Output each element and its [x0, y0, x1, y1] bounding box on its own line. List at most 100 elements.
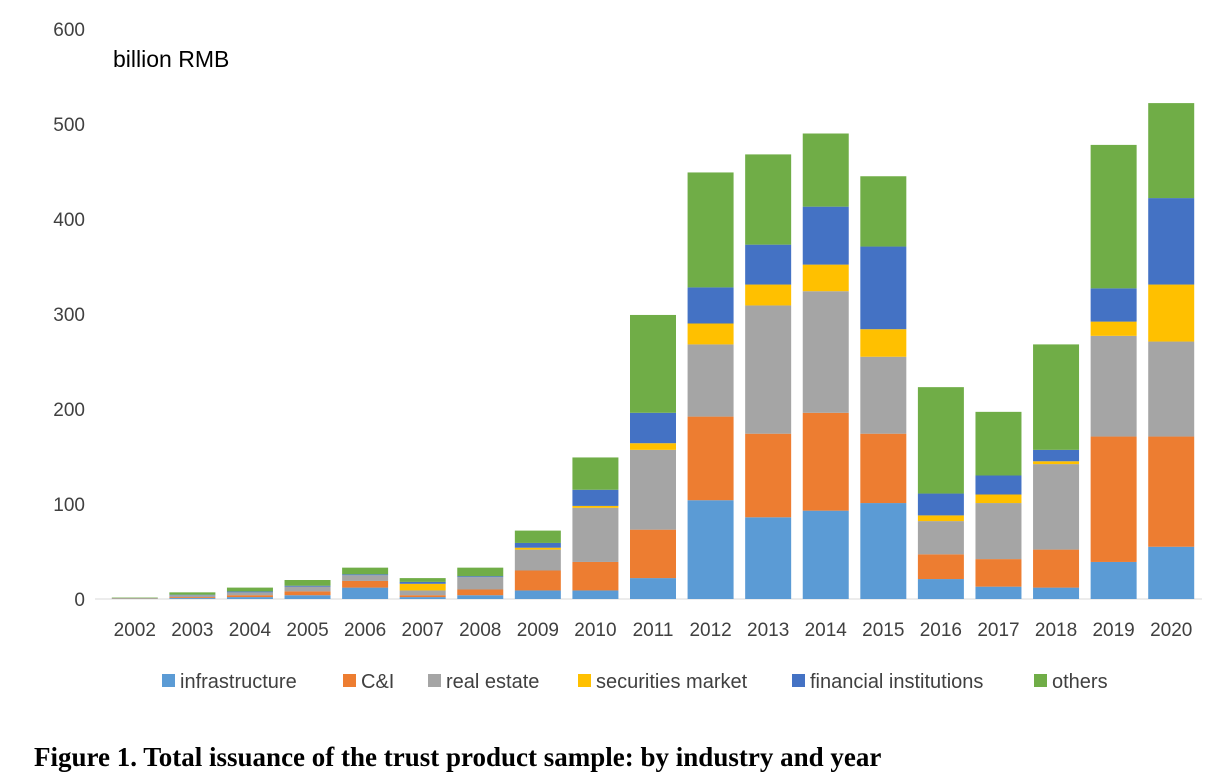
- legend-swatch: [792, 674, 805, 687]
- bar-segment-real-estate-2011: [630, 449, 676, 530]
- x-tick-label: 2019: [1092, 620, 1134, 641]
- x-tick-label: 2016: [920, 620, 962, 641]
- bar-segment-securities-market-2017: [975, 494, 1022, 504]
- bar-segment-financial-institutions-2012: [687, 287, 734, 324]
- bar-segment-c-i-2006: [342, 580, 389, 588]
- bar-segment-others-2003: [169, 592, 216, 595]
- bar-segment-securities-market-2012: [687, 323, 734, 345]
- bar-segment-others-2014: [802, 133, 849, 207]
- bar-segment-financial-institutions-2005: [284, 585, 331, 587]
- bar-segment-financial-institutions-2017: [975, 475, 1022, 495]
- bar-segment-real-estate-2012: [687, 344, 734, 417]
- bars-group: [111, 103, 1195, 599]
- bar-segment-real-estate-2006: [342, 575, 389, 581]
- legend: infrastructure C&I real estate securities m…: [162, 671, 1108, 693]
- bar-segment-financial-institutions-2014: [802, 206, 849, 265]
- bar-segment-infrastructure-2020: [1148, 546, 1195, 599]
- bar-segment-financial-institutions-2013: [745, 244, 792, 285]
- bar-segment-others-2008: [457, 567, 504, 577]
- bar-segment-financial-institutions-2006: [342, 574, 389, 576]
- x-tick-label: 2010: [574, 620, 616, 641]
- bar-segment-infrastructure-2018: [1033, 587, 1080, 599]
- legend-swatch: [428, 674, 441, 687]
- bar-segment-financial-institutions-2007: [399, 581, 446, 584]
- bar-segment-c-i-2008: [457, 589, 504, 596]
- bar-segment-c-i-2013: [745, 433, 792, 518]
- bar-segment-securities-market-2013: [745, 284, 792, 306]
- x-tick-label: 2017: [977, 620, 1019, 641]
- bar-segment-others-2015: [860, 176, 907, 247]
- legend-swatch: [1034, 674, 1047, 687]
- x-axis: 2002 2003 2004 2005 2006 2007 2008 2009 2010 2011…: [114, 620, 1193, 641]
- legend-label: securities market: [596, 671, 748, 693]
- x-tick-label: 2007: [402, 620, 444, 641]
- x-tick-label: 2003: [171, 620, 213, 641]
- bar-segment-c-i-2011: [630, 529, 676, 579]
- bar-segment-others-2012: [687, 172, 734, 288]
- bar-segment-infrastructure-2006: [342, 587, 389, 599]
- x-tick-label: 2005: [286, 620, 328, 641]
- bar-segment-real-estate-2014: [802, 291, 849, 413]
- x-tick-label: 2002: [114, 620, 156, 641]
- bar-segment-securities-market-2014: [802, 264, 849, 292]
- bar-segment-infrastructure-2010: [572, 590, 619, 599]
- y-tick-label: 300: [53, 305, 85, 326]
- bar-segment-c-i-2015: [860, 433, 907, 504]
- stacked-bar-chart: 0 100 200 300 400 500 600 billion RMB 2002 2003…: [53, 20, 1202, 693]
- bar-segment-financial-institutions-2018: [1033, 449, 1080, 462]
- bar-segment-financial-institutions-2009: [514, 542, 561, 548]
- x-tick-label: 2014: [805, 620, 848, 641]
- bar-segment-others-2005: [284, 580, 331, 586]
- bar-segment-infrastructure-2016: [917, 579, 964, 599]
- bar-segment-c-i-2007: [399, 595, 446, 598]
- bar-segment-real-estate-2005: [284, 586, 331, 592]
- y-tick-label: 200: [53, 400, 85, 421]
- x-tick-label: 2011: [633, 620, 674, 641]
- x-tick-label: 2018: [1035, 620, 1077, 641]
- y-tick-label: 600: [53, 20, 85, 41]
- bar-segment-securities-market-2019: [1090, 321, 1137, 336]
- bar-segment-c-i-2017: [975, 559, 1022, 587]
- bar-segment-others-2018: [1033, 344, 1080, 450]
- bar-segment-real-estate-2007: [399, 590, 446, 596]
- x-tick-label: 2006: [344, 620, 386, 641]
- bar-segment-others-2009: [514, 530, 561, 543]
- bar-segment-c-i-2016: [917, 554, 964, 580]
- bar-segment-securities-market-2007: [399, 583, 446, 591]
- bar-segment-securities-market-2020: [1148, 284, 1195, 342]
- bar-segment-infrastructure-2005: [284, 595, 331, 599]
- x-tick-label: 2013: [747, 620, 789, 641]
- bar-segment-others-2007: [399, 578, 446, 582]
- bar-segment-infrastructure-2011: [630, 578, 676, 599]
- bar-segment-c-i-2004: [226, 595, 273, 598]
- legend-swatch: [162, 674, 175, 687]
- legend-label: infrastructure: [180, 671, 297, 693]
- bar-segment-c-i-2014: [802, 412, 849, 511]
- bar-segment-financial-institutions-2015: [860, 246, 907, 330]
- bar-segment-real-estate-2016: [917, 521, 964, 555]
- bar-segment-c-i-2012: [687, 416, 734, 501]
- bar-segment-c-i-2010: [572, 561, 619, 591]
- bar-segment-others-2011: [630, 314, 676, 413]
- bar-segment-c-i-2018: [1033, 549, 1080, 588]
- bar-segment-real-estate-2018: [1033, 464, 1080, 550]
- bar-segment-financial-institutions-2010: [572, 489, 619, 506]
- bar-segment-financial-institutions-2008: [457, 576, 504, 578]
- bar-segment-infrastructure-2013: [745, 517, 792, 599]
- figure-caption: Figure 1. Total issuance of the trust pr…: [34, 742, 882, 772]
- bar-segment-financial-institutions-2020: [1148, 198, 1195, 285]
- bar-segment-real-estate-2017: [975, 503, 1022, 560]
- bar-segment-others-2016: [917, 387, 964, 494]
- bar-segment-financial-institutions-2019: [1090, 288, 1137, 322]
- bar-segment-securities-market-2010: [572, 505, 619, 508]
- x-tick-label: 2008: [459, 620, 501, 641]
- bar-segment-infrastructure-2009: [514, 590, 561, 599]
- bar-segment-infrastructure-2007: [399, 597, 446, 599]
- bar-segment-real-estate-2010: [572, 507, 619, 562]
- bar-segment-securities-market-2015: [860, 329, 907, 357]
- y-axis-unit-label: billion RMB: [113, 46, 229, 72]
- legend-label: others: [1052, 671, 1108, 693]
- bar-segment-infrastructure-2017: [975, 586, 1022, 599]
- bar-segment-others-2019: [1090, 144, 1137, 289]
- bar-segment-securities-market-2009: [514, 547, 561, 550]
